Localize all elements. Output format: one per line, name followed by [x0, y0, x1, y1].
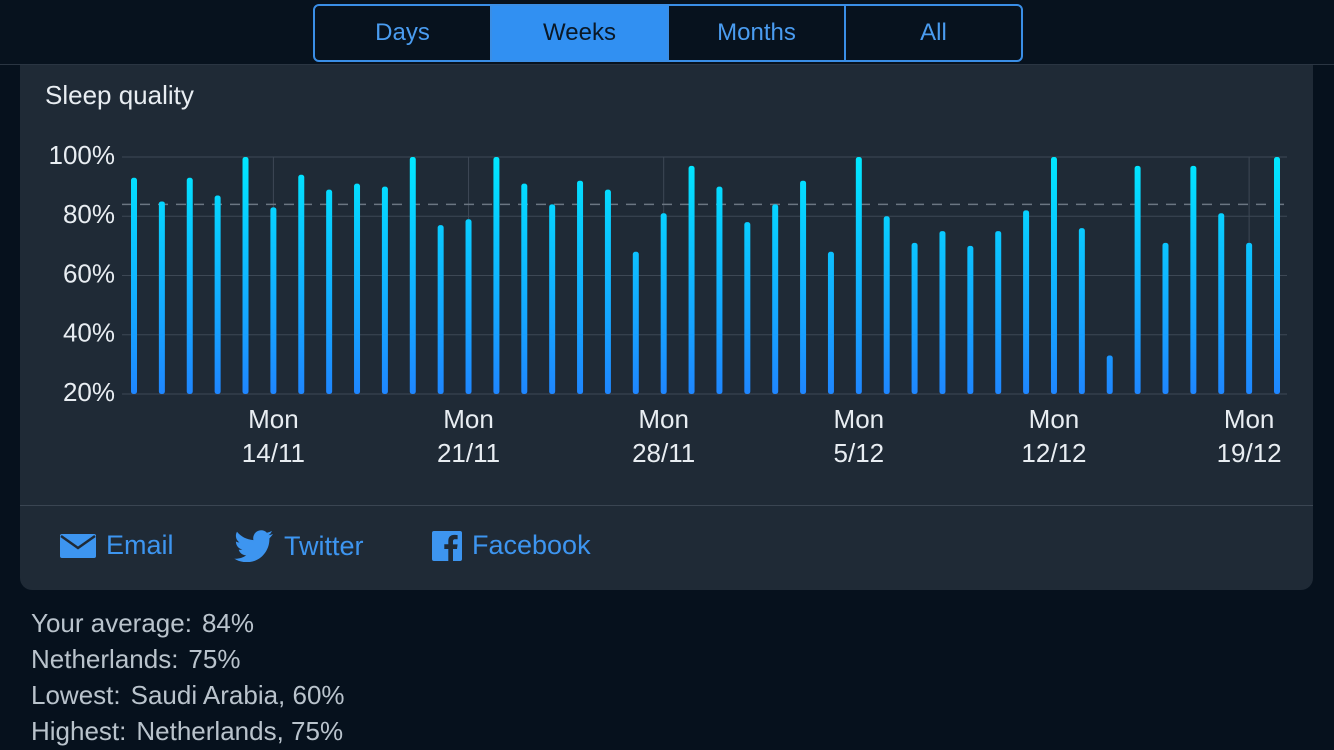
chart: Sleep quality 20% 40% 60% 80% 100%: [45, 80, 1287, 407]
stat-label: Your average:: [31, 608, 192, 638]
header-bar: Days Weeks Months All: [0, 0, 1334, 65]
bar: [660, 213, 667, 394]
tab[interactable]: Weeks: [490, 6, 667, 60]
y-tick-label: 20%: [63, 377, 115, 407]
bar: [298, 174, 305, 394]
bar: [1190, 165, 1197, 394]
share-label: Email: [106, 530, 174, 560]
y-tick-label: 80%: [63, 199, 115, 229]
y-tick-label: 60%: [63, 258, 115, 288]
bar: [186, 177, 193, 394]
stats: Your average: 84% Netherlands: 75% Lowest: Sa…: [31, 605, 345, 749]
bar: [883, 216, 890, 394]
bar: [577, 180, 584, 394]
twitter-icon: [234, 530, 273, 562]
x-tick-label: Mon 5/12: [833, 404, 885, 468]
stat-label: Lowest:: [31, 680, 121, 710]
stat-label: Highest:: [31, 716, 127, 746]
bar: [688, 165, 695, 394]
bar: [270, 207, 277, 394]
bar: [1078, 228, 1085, 394]
segmented-control: Days Weeks Months All: [313, 4, 1023, 62]
bar: [604, 189, 611, 394]
bar: [214, 195, 221, 394]
bar: [521, 183, 528, 394]
tab[interactable]: Days: [375, 19, 430, 46]
bar: [716, 186, 723, 394]
bar: [1162, 242, 1169, 394]
bar: [744, 222, 751, 394]
bar: [827, 251, 834, 394]
bar: [381, 186, 388, 394]
stat-value: 84%: [201, 608, 254, 638]
bar: [800, 180, 807, 394]
bar: [772, 204, 779, 394]
bar: [911, 242, 918, 394]
bar: [437, 225, 444, 394]
bar: [855, 157, 862, 394]
x-tick-label: Mon 12/12: [1021, 404, 1087, 468]
x-tick-label: Mon 14/11: [241, 404, 305, 468]
bar: [131, 177, 137, 394]
x-tick-label: Mon 19/12: [1216, 404, 1282, 468]
x-tick-label: Mon 21/11: [436, 404, 501, 468]
bar: [326, 189, 333, 394]
bar: [1106, 355, 1113, 394]
bar: [1218, 213, 1225, 394]
share-label: Facebook: [472, 530, 591, 560]
chart-title: Sleep quality: [45, 80, 194, 110]
share-facebook[interactable]: Facebook: [432, 530, 591, 561]
bar: [354, 183, 361, 394]
y-tick-label: 100%: [49, 140, 116, 170]
stat-row: Highest: Netherlands, 75%: [31, 713, 345, 749]
stat-value: Saudi Arabia, 60%: [130, 680, 345, 710]
stat-row: Your average: 84%: [31, 605, 345, 641]
chart-card: Sleep quality 20% 40% 60% 80% 100% Email Twi…: [20, 65, 1313, 590]
bar: [493, 157, 500, 394]
bar: [1050, 157, 1057, 394]
share-email[interactable]: Email: [60, 530, 174, 561]
bar: [995, 231, 1002, 394]
tab[interactable]: Months: [667, 6, 844, 60]
bar: [549, 204, 556, 394]
stat-label: Netherlands:: [31, 644, 179, 674]
x-tick-label: Mon 28/11: [632, 404, 696, 468]
bar: [632, 251, 639, 394]
facebook-icon: [432, 530, 462, 561]
bar: [409, 157, 416, 394]
bar: [1134, 165, 1141, 394]
bar: [465, 219, 472, 394]
y-tick-label: 40%: [63, 318, 115, 348]
bar: [967, 245, 974, 394]
email-icon: [60, 533, 96, 558]
share-label: Twitter: [284, 530, 364, 561]
bar: [1023, 210, 1030, 394]
bar: [939, 231, 946, 394]
bar: [1274, 157, 1280, 394]
stat-row: Netherlands: 75%: [31, 641, 345, 677]
stat-value: 75%: [188, 644, 241, 674]
share-row: Email Twitter Facebook: [20, 505, 1313, 591]
share-twitter[interactable]: Twitter: [234, 530, 364, 562]
bar: [1246, 242, 1253, 394]
stat-value: Netherlands, 75%: [136, 716, 344, 746]
tab[interactable]: All: [844, 6, 1021, 60]
bar: [242, 157, 249, 394]
bar: [158, 201, 165, 394]
stat-row: Lowest: Saudi Arabia, 60%: [31, 677, 345, 713]
